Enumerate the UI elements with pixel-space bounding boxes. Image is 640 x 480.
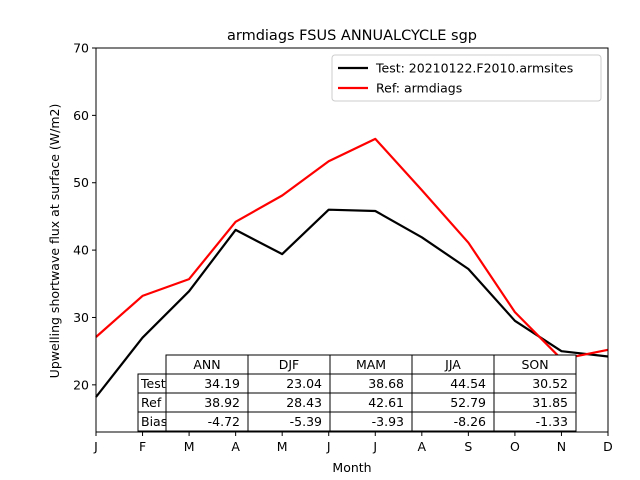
x-tick-label: F [139, 439, 146, 454]
table-column-header: ANN [193, 357, 220, 372]
table-cell [493, 411, 577, 432]
table-value: 42.61 [368, 395, 404, 410]
y-tick-label: 50 [73, 175, 89, 190]
series-line-test [95, 208, 609, 398]
table-value: 23.04 [286, 376, 322, 391]
table-value: 38.68 [368, 376, 404, 391]
table-value: -4.72 [208, 414, 240, 429]
legend-box [331, 54, 602, 102]
table-column-header: MAM [356, 357, 386, 372]
y-axis: 20 30 40 50 60 70 [73, 41, 96, 392]
table-value: 31.85 [532, 395, 568, 410]
x-tick-label: O [510, 439, 520, 454]
table-value: 52.79 [450, 395, 486, 410]
x-tick-label: M [184, 439, 195, 454]
table-row-label: Bias [141, 414, 167, 429]
table-row-label: Test [140, 376, 166, 391]
legend-label-test: Test: 20210122.F2010.armsites [375, 61, 573, 76]
table-column-header: SON [521, 357, 548, 372]
legend: Test: 20210122.F2010.armsites Ref: armdia… [331, 54, 602, 102]
table-value: 44.54 [450, 376, 486, 391]
y-tick-label: 60 [73, 108, 89, 123]
table-value: 38.92 [204, 395, 240, 410]
x-axis-label: Month [332, 460, 371, 475]
y-tick-label: 70 [73, 41, 89, 56]
table-column-header: DJF [279, 357, 300, 372]
table-value: -5.39 [290, 414, 322, 429]
table-value: 34.19 [204, 376, 240, 391]
y-axis-label: Upwelling shortwave flux at surface (W/m… [47, 104, 62, 379]
table-value: -8.26 [454, 414, 486, 429]
table-column-header: JJA [444, 357, 461, 372]
x-tick-label: N [557, 439, 566, 454]
plot-frame [95, 47, 609, 433]
x-tick-label: M [277, 439, 288, 454]
series-line-ref [95, 137, 609, 361]
plot-lines [95, 137, 609, 398]
chart-title: armdiags FSUS ANNUALCYCLE sgp [227, 28, 477, 44]
table-value: 28.43 [286, 395, 322, 410]
table-value: -3.93 [372, 414, 404, 429]
table-value: -1.33 [536, 414, 568, 429]
y-tick-label: 20 [73, 377, 89, 392]
x-tick-label: J [93, 439, 98, 454]
x-tick-label: D [603, 439, 613, 454]
table-value: 30.52 [532, 376, 568, 391]
stats-table: ANN DJF MAM JJA SON Test 34.19 23.04 38.68 44.54 3… [137, 354, 577, 432]
x-tick-label: J [372, 439, 377, 454]
legend-label-ref: Ref: armdiags [376, 81, 462, 96]
x-tick-label: A [418, 439, 427, 454]
y-tick-label: 30 [73, 310, 89, 325]
x-tick-label: S [464, 439, 472, 454]
y-tick-label: 40 [73, 243, 89, 258]
x-tick-label: A [231, 439, 240, 454]
table-row-label: Ref [141, 395, 162, 410]
x-tick-label: J [326, 439, 331, 454]
